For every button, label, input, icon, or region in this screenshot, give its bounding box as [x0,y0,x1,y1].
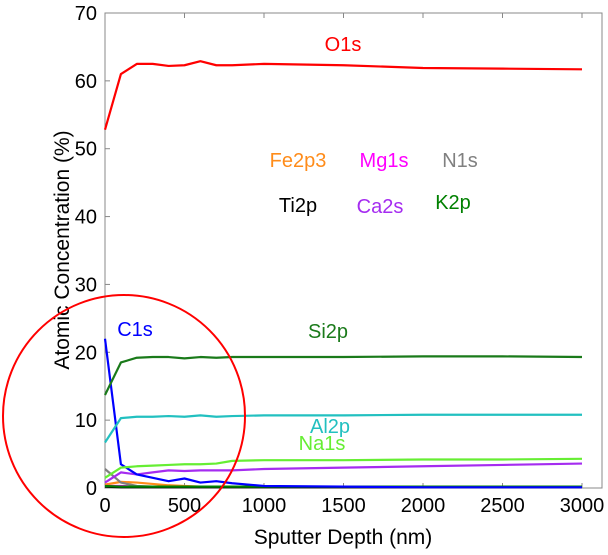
y-tick-label: 0 [86,478,97,500]
x-tick-label: 2500 [480,495,525,517]
series-lines [103,60,583,489]
y-tick-label: 50 [75,139,97,161]
axes: 0 10 20 30 40 50 60 70 0 500 1000 1500 2000 2500 3000 [75,3,605,517]
series-labels: O1s Fe2p3 Mg1s N1s Ti2p Ca2s K2p C1s Si2p Al2pNa1… [117,34,478,455]
x-tick-label: 0 [99,495,110,517]
series-label-na1s: Na1s [299,433,346,455]
series-line-na1s [104,457,583,479]
series-label-fe2p3: Fe2p3 [270,150,327,172]
y-tick-label: 30 [75,274,97,296]
series-label-si2p: Si2p [308,321,348,343]
series-label-n1s: N1s [442,150,478,172]
series-line-c1s [103,338,582,489]
x-axis-label: Sputter Depth (nm) [254,526,433,549]
series-label-c1s: C1s [117,319,153,341]
series-line-al2p [104,413,582,444]
x-tick-label: 1500 [321,495,366,517]
series-line-si2p [104,355,583,396]
x-tick-label: 1000 [242,495,287,517]
y-tick-label: 60 [75,71,97,93]
x-tick-label: 2000 [401,495,446,517]
x-tick-label: 500 [168,495,201,517]
y-tick-label: 70 [75,3,97,25]
y-tick-label: 40 [75,207,97,229]
annotation-circle [2,294,246,538]
series-line-o1s [103,60,583,131]
series-label-mg1s: Mg1s [360,150,409,172]
series-label-o1s: O1s [325,34,362,56]
y-tick-label: 10 [75,410,97,432]
series-label-ca2s: Ca2s [357,196,404,218]
y-tick-label: 20 [75,342,97,364]
series-label-k2p: K2p [435,192,471,214]
series-label-al2p: Al2p [310,416,350,438]
y-axis-label: Atomic Concentration (%) [51,130,74,369]
x-tick-label: 3000 [560,495,605,517]
series-label-ti2p: Ti2p [279,195,317,217]
